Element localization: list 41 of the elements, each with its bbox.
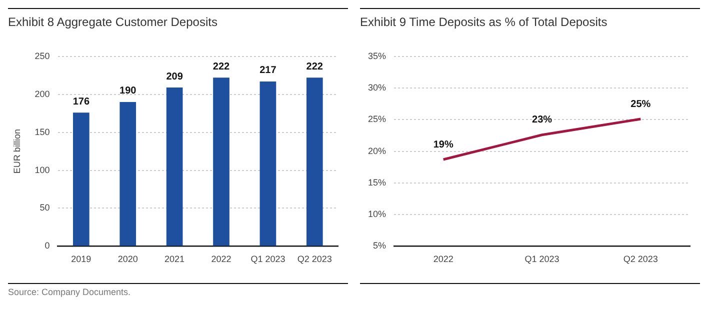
x-tick-label: Q1 2023 — [524, 254, 560, 264]
data-label: 176 — [72, 96, 90, 108]
y-tick-label: 100 — [34, 164, 50, 175]
data-label: 19% — [433, 139, 454, 150]
y-tick-label: 5% — [373, 240, 386, 251]
bar — [213, 78, 230, 246]
data-label: 222 — [306, 61, 324, 72]
data-label: 190 — [120, 86, 137, 97]
x-tick-label: 2022 — [433, 254, 454, 264]
chart-title: Exhibit 8 Aggregate Customer Deposits — [8, 8, 348, 43]
y-tick-label: 35% — [368, 50, 386, 61]
y-tick-label: 20% — [368, 146, 386, 156]
y-tick-label: 50 — [40, 202, 50, 213]
x-tick-label: 2019 — [71, 254, 92, 264]
y-tick-label: 150 — [34, 126, 50, 137]
data-label: 209 — [166, 71, 184, 82]
y-axis-title: EUR billion — [12, 129, 22, 174]
chart-title: Exhibit 9 Time Deposits as % of Total Deposits — [360, 8, 700, 43]
data-label: 23% — [532, 114, 552, 126]
x-tick-label: 2022 — [211, 254, 232, 264]
x-tick-label: Q1 2023 — [250, 254, 286, 264]
x-tick-label: Q2 2023 — [623, 254, 658, 264]
bar — [120, 102, 136, 246]
bar — [260, 81, 276, 246]
y-tick-label: 0 — [44, 240, 50, 251]
bar — [166, 88, 183, 246]
y-tick-label: 30% — [368, 82, 386, 93]
x-tick-label: 2020 — [118, 254, 138, 264]
x-tick-label: 2021 — [164, 254, 185, 264]
data-label: 222 — [212, 61, 230, 72]
bar — [72, 112, 90, 246]
y-tick-label: 10% — [368, 209, 386, 220]
y-tick-label: 200 — [34, 88, 50, 99]
x-tick-label: Q2 2023 — [297, 254, 332, 264]
bar — [306, 78, 323, 246]
y-tick-label: 250 — [34, 50, 50, 61]
y-tick-label: 15% — [368, 177, 386, 188]
source-note: Source: Company Documents. — [8, 287, 131, 297]
y-tick-label: 25% — [368, 114, 386, 124]
data-label: 25% — [630, 98, 651, 110]
data-label: 217 — [260, 65, 277, 76]
